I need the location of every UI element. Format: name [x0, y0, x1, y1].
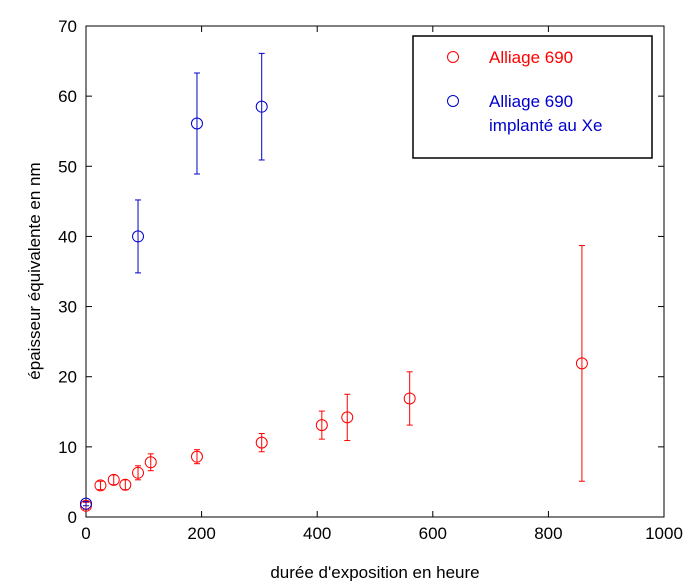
- data-point: [119, 478, 132, 491]
- legend-box: [412, 35, 653, 159]
- data-point: [144, 456, 157, 469]
- y-tick-label: 50: [58, 157, 77, 176]
- data-point: [255, 100, 268, 113]
- data-point: [190, 450, 203, 463]
- y-tick-label: 70: [58, 17, 77, 36]
- data-point: [575, 357, 588, 370]
- data-point: [315, 419, 328, 432]
- y-tick-label: 40: [58, 227, 77, 246]
- x-tick-label: 800: [534, 524, 562, 543]
- legend-items: Alliage 690 Alliage 690 implanté au Xe: [447, 48, 602, 135]
- data-point: [107, 473, 120, 486]
- legend: Alliage 690 Alliage 690 implanté au Xe: [412, 35, 653, 159]
- y-tick-label: 30: [58, 298, 77, 317]
- data-point: [341, 411, 354, 424]
- series-1: [80, 245, 588, 512]
- legend-item-1: Alliage 690: [447, 48, 573, 67]
- y-tick-label: 60: [58, 87, 77, 106]
- y-tick-label: 20: [58, 368, 77, 387]
- x-axis-label: durée d'exposition en heure: [270, 563, 479, 581]
- legend-label: Alliage 690: [489, 48, 573, 67]
- legend-label: implanté au Xe: [489, 116, 602, 135]
- data-point: [403, 392, 416, 405]
- series-2: [80, 52, 268, 510]
- data-point: [94, 479, 107, 492]
- legend-marker: [447, 95, 459, 107]
- x-tick-label: 400: [303, 524, 331, 543]
- x-tick-label: 0: [81, 524, 90, 543]
- data-point: [80, 497, 92, 510]
- y-tick-label: 10: [58, 438, 77, 457]
- axis-ticks: [85, 25, 665, 518]
- x-tick-label: 1000: [645, 524, 683, 543]
- data-point: [132, 230, 145, 243]
- y-tick-label: 0: [68, 508, 77, 527]
- data-marks: [80, 52, 588, 512]
- x-tick-label: 200: [187, 524, 215, 543]
- legend-marker: [447, 51, 459, 63]
- data-point: [190, 117, 203, 130]
- y-axis-label: épaisseur équivalente en nm: [25, 162, 44, 379]
- plot-frame: [85, 25, 665, 518]
- axis-tick-labels: 0 200 400 600 800 1000 0 10 20 30 40 50 60 70: [58, 17, 683, 543]
- legend-item-2: Alliage 690 implanté au Xe: [447, 92, 602, 135]
- legend-label: Alliage 690: [489, 92, 573, 111]
- x-tick-label: 600: [419, 524, 447, 543]
- data-point: [132, 466, 145, 479]
- data-point: [255, 436, 268, 449]
